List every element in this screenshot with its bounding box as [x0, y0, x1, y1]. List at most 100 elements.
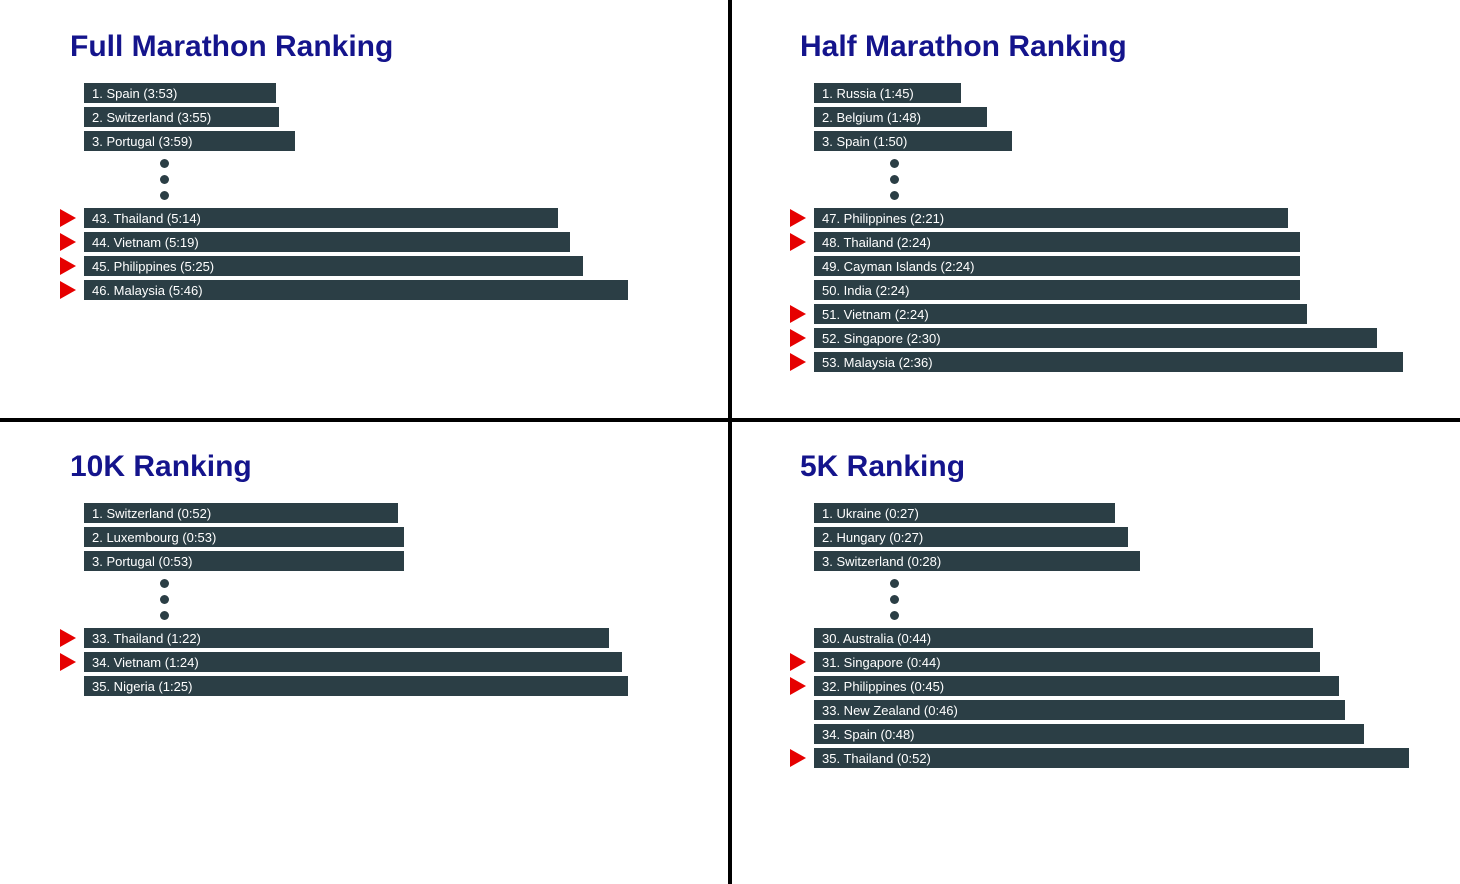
- bar-row: 2. Belgium (1:48): [790, 106, 1430, 128]
- highlight-marker-icon: [790, 749, 806, 767]
- bars-top: 1. Russia (1:45) 2. Belgium (1:48) 3. Spai…: [790, 82, 1430, 152]
- ranking-bar: 33. New Zealand (0:46): [814, 700, 1345, 720]
- bars-top: 1. Ukraine (0:27) 2. Hungary (0:27) 3. Swi…: [790, 502, 1430, 572]
- bar-row: 2. Hungary (0:27): [790, 526, 1430, 548]
- bar-label: 2. Hungary (0:27): [822, 530, 923, 545]
- bar-label: 35. Thailand (0:52): [822, 751, 931, 766]
- bar-row: 2. Switzerland (3:55): [60, 106, 700, 128]
- bar-label: 2. Belgium (1:48): [822, 110, 921, 125]
- ranking-bar: 30. Australia (0:44): [814, 628, 1313, 648]
- dot-icon: [160, 175, 169, 184]
- ranking-bar: 46. Malaysia (5:46): [84, 280, 628, 300]
- highlight-marker-icon: [60, 233, 76, 251]
- ranking-bar: 32. Philippines (0:45): [814, 676, 1339, 696]
- bar-label: 53. Malaysia (2:36): [822, 355, 933, 370]
- panel-title: 10K Ranking: [70, 450, 700, 484]
- bar-label: 1. Ukraine (0:27): [822, 506, 919, 521]
- ranking-bar: 2. Hungary (0:27): [814, 527, 1128, 547]
- dot-icon: [890, 175, 899, 184]
- highlight-marker-icon: [790, 653, 806, 671]
- panel-title: 5K Ranking: [800, 450, 1430, 484]
- bar-label: 47. Philippines (2:21): [822, 211, 944, 226]
- bar-row: 35. Nigeria (1:25): [60, 675, 700, 697]
- bar-row: 35. Thailand (0:52): [790, 747, 1430, 769]
- dot-icon: [160, 611, 169, 620]
- highlight-marker-icon: [790, 329, 806, 347]
- bar-label: 48. Thailand (2:24): [822, 235, 931, 250]
- ranking-bar: 31. Singapore (0:44): [814, 652, 1320, 672]
- ranking-bar: 47. Philippines (2:21): [814, 208, 1288, 228]
- bar-label: 43. Thailand (5:14): [92, 211, 201, 226]
- ellipsis-dots: [890, 579, 1430, 620]
- dot-icon: [890, 159, 899, 168]
- bar-row: 43. Thailand (5:14): [60, 207, 700, 229]
- bar-label: 35. Nigeria (1:25): [92, 679, 192, 694]
- panel-half-marathon: Half Marathon Ranking 1. Russia (1:45) 2.…: [730, 0, 1460, 420]
- bar-row: 32. Philippines (0:45): [790, 675, 1430, 697]
- panel-title: Half Marathon Ranking: [800, 30, 1430, 64]
- ranking-bar: 1. Ukraine (0:27): [814, 503, 1115, 523]
- bar-row: 48. Thailand (2:24): [790, 231, 1430, 253]
- bar-row: 51. Vietnam (2:24): [790, 303, 1430, 325]
- bar-label: 1. Spain (3:53): [92, 86, 177, 101]
- bar-row: 45. Philippines (5:25): [60, 255, 700, 277]
- bar-label: 50. India (2:24): [822, 283, 909, 298]
- ellipsis-dots: [160, 579, 700, 620]
- highlight-marker-icon: [790, 233, 806, 251]
- ranking-bar: 35. Nigeria (1:25): [84, 676, 628, 696]
- bar-row: 47. Philippines (2:21): [790, 207, 1430, 229]
- bar-row: 49. Cayman Islands (2:24): [790, 255, 1430, 277]
- highlight-marker-icon: [60, 257, 76, 275]
- bar-row: 2. Luxembourg (0:53): [60, 526, 700, 548]
- bars-bottom: 43. Thailand (5:14)44. Vietnam (5:19)45.…: [60, 207, 700, 301]
- ranking-bar: 33. Thailand (1:22): [84, 628, 609, 648]
- highlight-marker-icon: [790, 305, 806, 323]
- highlight-marker-icon: [790, 353, 806, 371]
- bar-label: 31. Singapore (0:44): [822, 655, 941, 670]
- bar-row: 33. New Zealand (0:46): [790, 699, 1430, 721]
- dot-icon: [160, 159, 169, 168]
- bar-label: 3. Spain (1:50): [822, 134, 907, 149]
- bar-row: 1. Spain (3:53): [60, 82, 700, 104]
- bar-row: 53. Malaysia (2:36): [790, 351, 1430, 373]
- bar-row: 1. Russia (1:45): [790, 82, 1430, 104]
- bar-row: 1. Ukraine (0:27): [790, 502, 1430, 524]
- bar-row: 3. Switzerland (0:28): [790, 550, 1430, 572]
- bar-row: 3. Portugal (3:59): [60, 130, 700, 152]
- panel-10k: 10K Ranking 1. Switzerland (0:52) 2. Luxe…: [0, 420, 730, 884]
- panel-5k: 5K Ranking 1. Ukraine (0:27) 2. Hungary (…: [730, 420, 1460, 884]
- ranking-bar: 43. Thailand (5:14): [84, 208, 558, 228]
- bar-label: 45. Philippines (5:25): [92, 259, 214, 274]
- ranking-bar: 51. Vietnam (2:24): [814, 304, 1307, 324]
- ranking-bar: 50. India (2:24): [814, 280, 1300, 300]
- ranking-bar: 3. Portugal (0:53): [84, 551, 404, 571]
- highlight-marker-icon: [790, 677, 806, 695]
- highlight-marker-icon: [60, 281, 76, 299]
- panel-full-marathon: Full Marathon Ranking 1. Spain (3:53)2. …: [0, 0, 730, 420]
- dot-icon: [890, 191, 899, 200]
- dot-icon: [890, 595, 899, 604]
- bar-row: 1. Switzerland (0:52): [60, 502, 700, 524]
- bar-label: 2. Luxembourg (0:53): [92, 530, 216, 545]
- bar-label: 52. Singapore (2:30): [822, 331, 941, 346]
- ranking-bar: 35. Thailand (0:52): [814, 748, 1409, 768]
- bar-label: 1. Switzerland (0:52): [92, 506, 211, 521]
- bar-label: 34. Spain (0:48): [822, 727, 915, 742]
- ranking-bar: 52. Singapore (2:30): [814, 328, 1377, 348]
- ranking-bar: 2. Switzerland (3:55): [84, 107, 279, 127]
- bars-bottom: 30. Australia (0:44) 31. Singapore (0:44)…: [790, 627, 1430, 769]
- horizontal-divider: [0, 418, 1460, 422]
- bar-label: 3. Switzerland (0:28): [822, 554, 941, 569]
- dot-icon: [160, 191, 169, 200]
- bars-top: 1. Spain (3:53) 2. Switzerland (3:55) 3. P…: [60, 82, 700, 152]
- bar-label: 3. Portugal (3:59): [92, 134, 192, 149]
- bar-row: 46. Malaysia (5:46): [60, 279, 700, 301]
- ellipsis-dots: [890, 159, 1430, 200]
- highlight-marker-icon: [60, 629, 76, 647]
- bar-row: 3. Portugal (0:53): [60, 550, 700, 572]
- ranking-bar: 1. Spain (3:53): [84, 83, 276, 103]
- bar-label: 33. Thailand (1:22): [92, 631, 201, 646]
- bar-row: 31. Singapore (0:44): [790, 651, 1430, 673]
- ranking-bar: 2. Belgium (1:48): [814, 107, 987, 127]
- ranking-bar: 3. Spain (1:50): [814, 131, 1012, 151]
